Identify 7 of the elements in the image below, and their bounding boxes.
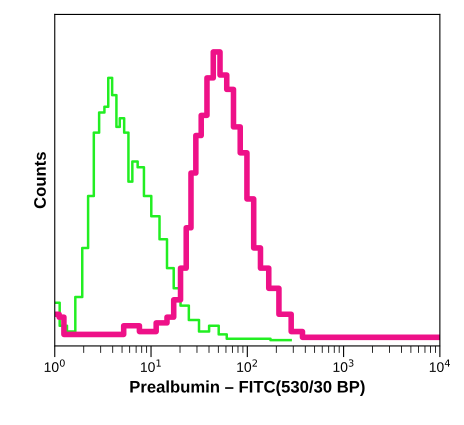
x-tick-label: 10$^{4}$: [430, 359, 450, 372]
x-axis-title: Prealbumin – FITC(530/30 BP): [130, 380, 365, 396]
x-tick-label: 10$^{0}$: [44, 359, 65, 372]
x-tick-label: 10$^{1}$: [140, 359, 161, 372]
x-tick-label: 10$^{3}$: [334, 359, 354, 372]
x-tick-label: 10$^{2}$: [237, 359, 257, 372]
y-axis-title: Counts: [34, 152, 46, 208]
